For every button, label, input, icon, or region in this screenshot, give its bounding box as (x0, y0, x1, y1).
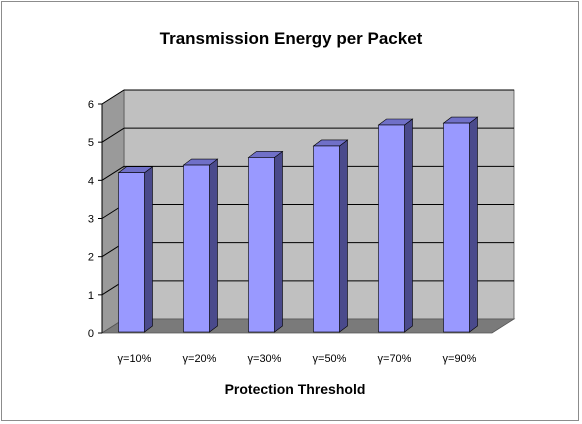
x-tick-labels: γ=10% γ=20% γ=30% γ=50% γ=70% γ=90% (118, 353, 477, 365)
x-tick-label: γ=10% (118, 353, 152, 365)
gridline-side (101, 127, 125, 143)
bar (312, 139, 349, 333)
bar-side (144, 166, 153, 333)
bar (442, 116, 479, 333)
bar-front (443, 122, 470, 333)
bar (377, 118, 414, 333)
y-tick-label: 3 (88, 214, 94, 226)
bar-front (378, 124, 405, 333)
y-tick-label: 6 (88, 99, 94, 111)
bar (182, 158, 219, 333)
y-tick-label: 2 (88, 252, 94, 264)
y-tick-label: 1 (88, 290, 94, 302)
bar-front (313, 145, 340, 333)
gridline-side (101, 89, 125, 105)
bar-side (209, 158, 218, 333)
bar-front (118, 172, 145, 333)
bar-side (404, 118, 413, 333)
chart-title: Transmission Energy per Packet (160, 29, 423, 48)
bar-side (339, 139, 348, 333)
bar (247, 150, 284, 333)
y-tick-label: 4 (88, 175, 94, 187)
bar-side (469, 116, 478, 333)
x-tick-label: γ=30% (248, 353, 282, 365)
gridline-side (101, 165, 125, 181)
bars (117, 116, 479, 333)
x-tick-label: γ=90% (443, 353, 477, 365)
x-axis-title: Protection Threshold (225, 381, 366, 397)
bar (117, 166, 154, 333)
x-tick-label: γ=20% (183, 353, 217, 365)
bar-front (248, 157, 275, 333)
x-tick-label: γ=70% (378, 353, 412, 365)
chart-axes (98, 103, 103, 334)
y-tick-label: 5 (88, 137, 94, 149)
bar-front (183, 164, 210, 333)
x-tick-label: γ=50% (313, 353, 347, 365)
y-tick-labels: 0 1 2 3 4 5 6 (88, 99, 94, 340)
bar-side (274, 150, 283, 333)
y-tick-label: 0 (88, 328, 94, 340)
